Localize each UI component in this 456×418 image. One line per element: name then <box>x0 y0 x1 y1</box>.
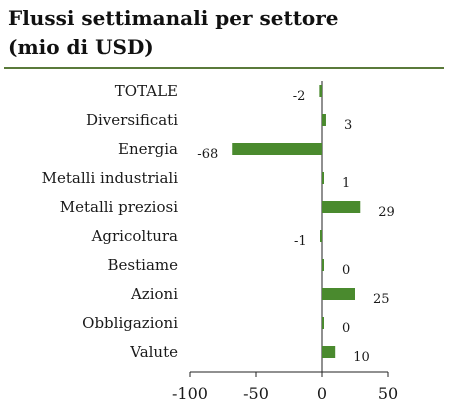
x-tick-label: -50 <box>243 384 269 403</box>
bar <box>320 230 322 242</box>
value-label: -2 <box>293 89 306 104</box>
bar <box>322 346 336 358</box>
bar <box>319 85 322 97</box>
value-label: 0 <box>342 263 350 278</box>
category-label: Metalli industriali <box>42 169 179 187</box>
bar <box>322 259 324 271</box>
chart-title: Flussi settimanali per settore (mio di U… <box>8 4 448 62</box>
value-label: 3 <box>344 118 352 133</box>
category-label: Azioni <box>130 285 178 303</box>
category-label: Bestiame <box>108 256 179 274</box>
category-label: Agricoltura <box>91 227 178 245</box>
category-label: Valute <box>129 343 178 361</box>
bar <box>322 114 326 126</box>
category-label: TOTALE <box>115 82 178 100</box>
x-tick-label: 0 <box>317 384 327 403</box>
value-label: 1 <box>342 176 350 191</box>
bar <box>322 201 361 213</box>
value-label: -1 <box>294 234 307 249</box>
category-label: Diversificati <box>86 111 178 129</box>
category-label: Obbligazioni <box>82 314 178 332</box>
value-label: 10 <box>353 350 370 365</box>
category-label: Energia <box>118 140 178 158</box>
category-label: Metalli preziosi <box>60 198 178 216</box>
x-tick-label: -100 <box>172 384 208 403</box>
bar <box>322 172 324 184</box>
value-label: 29 <box>378 205 395 220</box>
chart-title-line-2: (mio di USD) <box>8 35 154 59</box>
bar <box>322 288 355 300</box>
title-divider <box>4 67 444 69</box>
chart-title-line-1: Flussi settimanali per settore <box>8 6 339 30</box>
value-label: -68 <box>197 147 218 162</box>
x-tick-label: 50 <box>378 384 398 403</box>
bar <box>322 317 324 329</box>
bar <box>232 143 322 155</box>
value-label: 25 <box>373 292 390 307</box>
value-label: 0 <box>342 321 350 336</box>
